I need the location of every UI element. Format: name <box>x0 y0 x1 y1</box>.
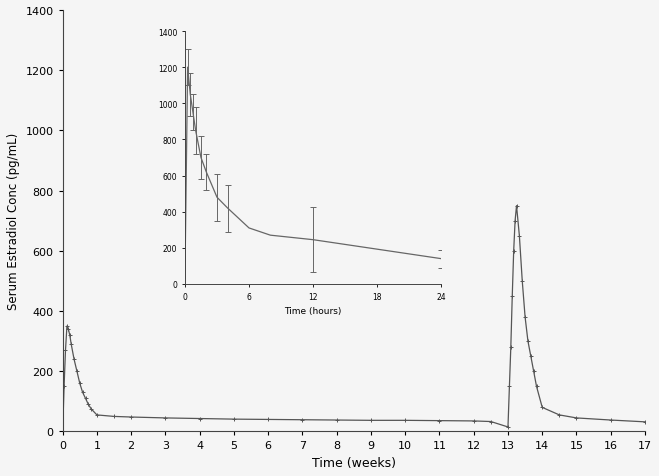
X-axis label: Time (weeks): Time (weeks) <box>312 456 396 469</box>
Y-axis label: Serum Estradiol Conc (pg/mL): Serum Estradiol Conc (pg/mL) <box>7 133 20 310</box>
